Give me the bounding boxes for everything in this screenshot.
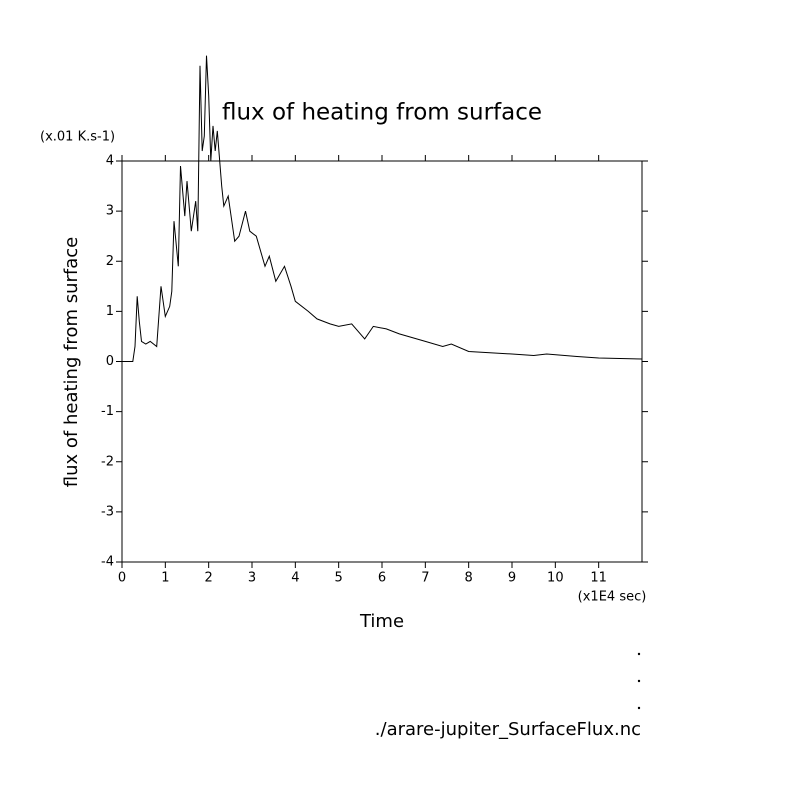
y-tick-label: 4 — [106, 154, 114, 169]
plot-frame — [121, 160, 643, 563]
y-tick-label: -2 — [101, 454, 114, 469]
x-tick-label: 2 — [205, 571, 213, 586]
x-tick-label: 4 — [291, 571, 299, 586]
x-tick-label: 3 — [248, 571, 256, 586]
footer: ./arare-jupiter_SurfaceFlux.nc — [375, 719, 641, 740]
x-tick-label: 9 — [508, 571, 516, 586]
y-tick-label: -1 — [101, 404, 114, 419]
dot — [637, 652, 641, 656]
x-tick-label: 5 — [335, 571, 343, 586]
x-tick-label: 7 — [421, 571, 429, 586]
x-unit: (x1E4 sec) — [578, 590, 647, 605]
y-tick-label: 0 — [106, 354, 114, 369]
y-axis-label: flux of heating from surface — [61, 237, 82, 487]
data-line — [122, 55, 643, 362]
x-tick-label: 0 — [118, 571, 126, 586]
y-tick-label: 3 — [106, 204, 114, 219]
x-tick-label: 11 — [590, 571, 607, 586]
y-unit: (x.01 K.s-1) — [40, 130, 115, 145]
y-tick-label: -3 — [101, 504, 114, 519]
dot — [637, 706, 641, 710]
y-tick-label: -4 — [101, 555, 114, 570]
y-tick-label: 2 — [106, 254, 114, 269]
chart-title: flux of heating from surface — [222, 100, 542, 126]
y-tick-label: 1 — [106, 304, 114, 319]
x-tick-label: 10 — [547, 571, 564, 586]
x-tick-label: 1 — [161, 571, 169, 586]
x-tick-label: 6 — [378, 571, 386, 586]
dot — [637, 679, 641, 683]
x-tick-label: 8 — [465, 571, 473, 586]
x-axis-label: Time — [359, 611, 404, 632]
